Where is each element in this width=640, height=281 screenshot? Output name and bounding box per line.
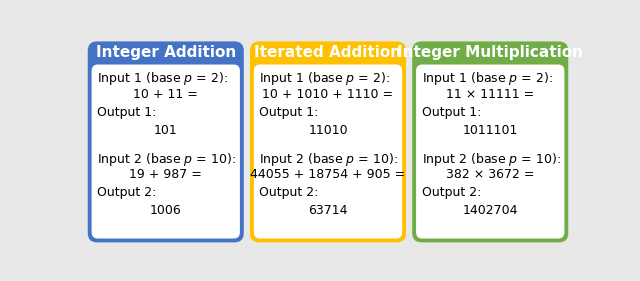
Text: Output 2:: Output 2: — [259, 186, 319, 199]
Text: 1402704: 1402704 — [463, 204, 518, 217]
Text: Input 1 (base $p$ = 2):: Input 1 (base $p$ = 2): — [97, 70, 228, 87]
Text: Input 2 (base $p$ = 10):: Input 2 (base $p$ = 10): — [97, 151, 236, 167]
FancyBboxPatch shape — [88, 41, 244, 243]
FancyBboxPatch shape — [254, 65, 402, 239]
Text: Output 2:: Output 2: — [97, 186, 156, 199]
Text: Input 1 (base $p$ = 2):: Input 1 (base $p$ = 2): — [259, 70, 390, 87]
Text: Iterated Addition: Iterated Addition — [255, 46, 401, 60]
FancyBboxPatch shape — [416, 65, 564, 239]
Text: 19 + 987 =: 19 + 987 = — [129, 168, 202, 182]
FancyBboxPatch shape — [250, 41, 406, 243]
Text: 63714: 63714 — [308, 204, 348, 217]
Text: 382 × 3672 =: 382 × 3672 = — [446, 168, 534, 182]
Text: 1006: 1006 — [150, 204, 182, 217]
Text: Output 2:: Output 2: — [422, 186, 481, 199]
Text: Input 2 (base $p$ = 10):: Input 2 (base $p$ = 10): — [259, 151, 398, 167]
Text: 10 + 1010 + 1110 =: 10 + 1010 + 1110 = — [262, 88, 394, 101]
Text: Output 1:: Output 1: — [259, 106, 319, 119]
Text: 101: 101 — [154, 124, 178, 137]
Text: 11010: 11010 — [308, 124, 348, 137]
Text: Output 1:: Output 1: — [97, 106, 156, 119]
Text: 10 + 11 =: 10 + 11 = — [133, 88, 198, 101]
Text: 11 × 11111 =: 11 × 11111 = — [446, 88, 534, 101]
FancyBboxPatch shape — [412, 41, 568, 243]
FancyBboxPatch shape — [92, 65, 240, 239]
Text: 1011101: 1011101 — [463, 124, 518, 137]
Text: Integer Multiplication: Integer Multiplication — [397, 46, 583, 60]
Text: Input 1 (base $p$ = 2):: Input 1 (base $p$ = 2): — [422, 70, 552, 87]
Text: 44055 + 18754 + 905 =: 44055 + 18754 + 905 = — [250, 168, 406, 182]
Text: Output 1:: Output 1: — [422, 106, 481, 119]
Text: Integer Addition: Integer Addition — [95, 46, 236, 60]
Text: Input 2 (base $p$ = 10):: Input 2 (base $p$ = 10): — [422, 151, 560, 167]
